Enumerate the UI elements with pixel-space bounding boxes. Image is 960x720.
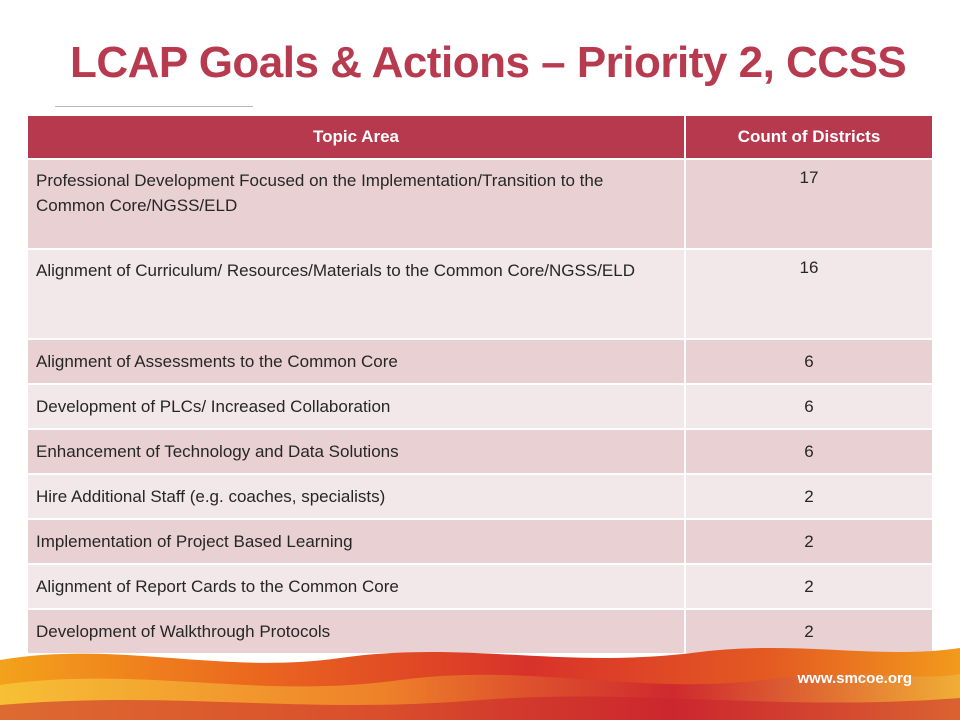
- table-row: Development of Walkthrough Protocols 2: [26, 608, 934, 655]
- topic-cell: Professional Development Focused on the …: [26, 158, 686, 250]
- topic-cell: Alignment of Report Cards to the Common …: [26, 563, 686, 610]
- table-header-row: Topic Area Count of Districts: [26, 114, 934, 160]
- table-row: Alignment of Report Cards to the Common …: [26, 563, 934, 610]
- topic-cell: Development of PLCs/ Increased Collabora…: [26, 383, 686, 430]
- header-count-of-districts: Count of Districts: [684, 114, 934, 160]
- table-row: Implementation of Project Based Learning…: [26, 518, 934, 565]
- count-cell: 16: [684, 248, 934, 340]
- count-cell: 17: [684, 158, 934, 250]
- table-row: Professional Development Focused on the …: [26, 158, 934, 250]
- count-cell: 2: [684, 563, 934, 610]
- topic-cell: Implementation of Project Based Learning: [26, 518, 686, 565]
- table-row: Development of PLCs/ Increased Collabora…: [26, 383, 934, 430]
- table-row: Enhancement of Technology and Data Solut…: [26, 428, 934, 475]
- count-cell: 2: [684, 473, 934, 520]
- topic-cell: Alignment of Curriculum/ Resources/Mater…: [26, 248, 686, 340]
- footer-website-url[interactable]: www.smcoe.org: [797, 670, 912, 687]
- table-row: Hire Additional Staff (e.g. coaches, spe…: [26, 473, 934, 520]
- header-topic-area: Topic Area: [26, 114, 686, 160]
- topic-count-table: Topic Area Count of Districts Profession…: [26, 114, 934, 655]
- decorative-footer-band: [0, 648, 960, 720]
- table-row: Alignment of Curriculum/ Resources/Mater…: [26, 248, 934, 340]
- topic-cell: Enhancement of Technology and Data Solut…: [26, 428, 686, 475]
- count-cell: 6: [684, 338, 934, 385]
- count-cell: 2: [684, 518, 934, 565]
- topic-cell: Development of Walkthrough Protocols: [26, 608, 686, 655]
- topic-cell: Hire Additional Staff (e.g. coaches, spe…: [26, 473, 686, 520]
- slide-title: LCAP Goals & Actions – Priority 2, CCSS: [70, 38, 907, 87]
- topic-cell: Alignment of Assessments to the Common C…: [26, 338, 686, 385]
- count-cell: 6: [684, 383, 934, 430]
- count-cell: 6: [684, 428, 934, 475]
- table-row: Alignment of Assessments to the Common C…: [26, 338, 934, 385]
- title-underline: [55, 106, 253, 107]
